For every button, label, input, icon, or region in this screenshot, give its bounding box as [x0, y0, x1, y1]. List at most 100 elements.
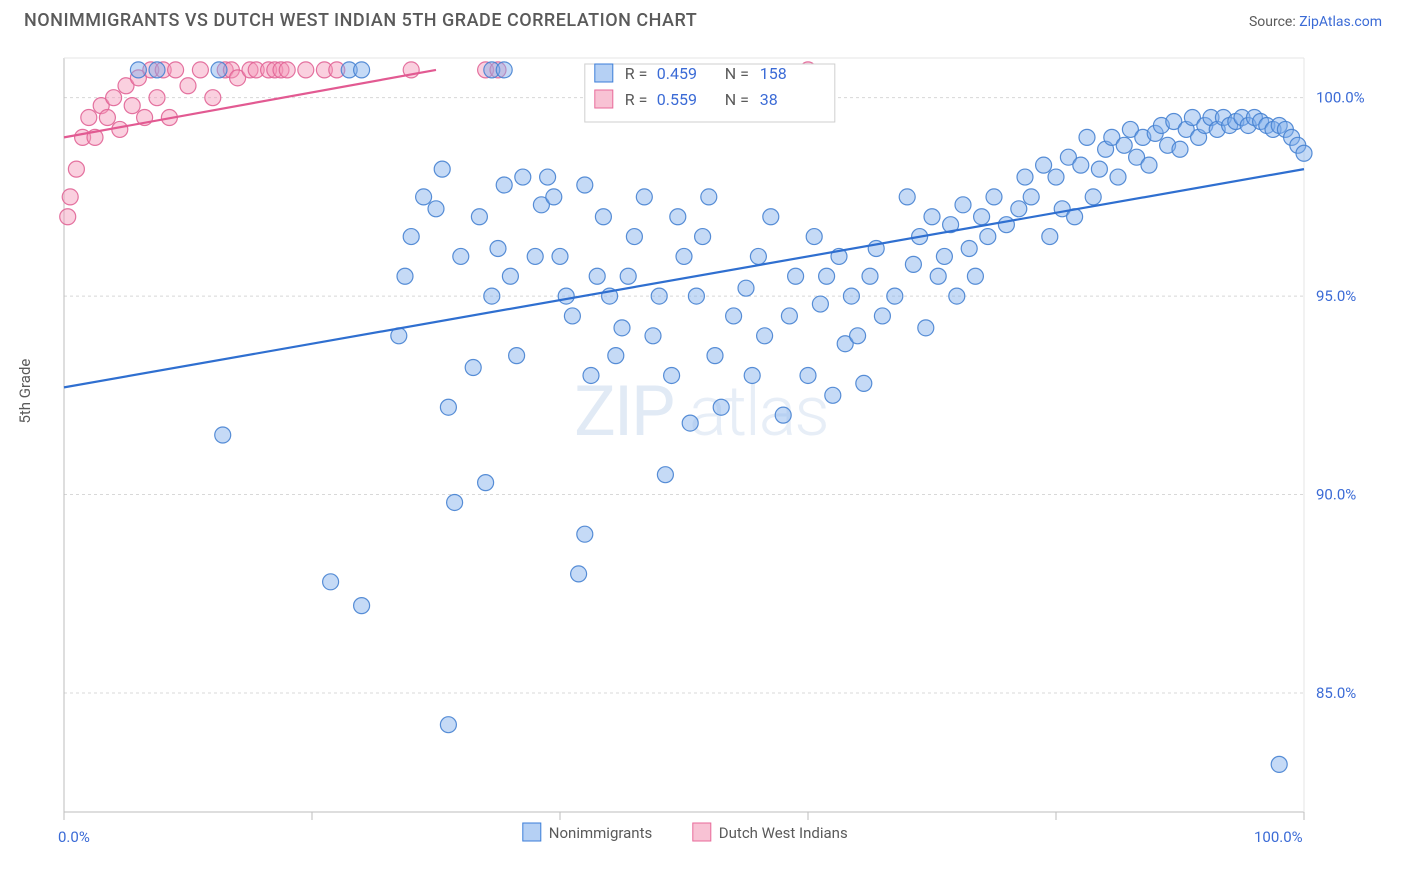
data-point	[68, 161, 84, 177]
data-point	[484, 288, 500, 304]
data-point	[614, 320, 630, 336]
data-point	[496, 62, 512, 78]
data-point	[961, 240, 977, 256]
data-point	[149, 90, 165, 106]
data-point	[1172, 141, 1188, 157]
data-point	[81, 110, 97, 126]
data-point	[298, 62, 314, 78]
data-point	[800, 367, 816, 383]
data-point	[788, 268, 804, 284]
legend-swatch	[523, 823, 541, 841]
data-point	[924, 209, 940, 225]
data-point	[440, 717, 456, 733]
data-point	[1110, 169, 1126, 185]
data-point	[478, 475, 494, 491]
trendline-blue	[64, 169, 1304, 387]
data-point	[949, 288, 965, 304]
data-point	[899, 189, 915, 205]
data-point	[564, 308, 580, 324]
chart-area: 5th Grade 85.0%90.0%95.0%100.0%ZIPatlasR…	[24, 50, 1382, 862]
y-axis-label: 5th Grade	[16, 359, 34, 424]
data-point	[589, 268, 605, 284]
data-point	[130, 62, 146, 78]
data-point	[540, 169, 556, 185]
data-point	[850, 328, 866, 344]
data-point	[1011, 201, 1027, 217]
data-point	[701, 189, 717, 205]
data-point	[397, 268, 413, 284]
data-point	[112, 121, 128, 137]
data-point	[636, 189, 652, 205]
y-tick-label: 100.0%	[1316, 89, 1365, 107]
data-point	[1017, 169, 1033, 185]
data-point	[1116, 137, 1132, 153]
data-point	[428, 201, 444, 217]
data-point	[447, 494, 463, 510]
legend-swatch	[595, 90, 613, 108]
data-point	[211, 62, 227, 78]
data-point	[806, 229, 822, 245]
data-point	[1042, 229, 1058, 245]
data-point	[974, 209, 990, 225]
data-point	[192, 62, 208, 78]
data-point	[620, 268, 636, 284]
data-point	[509, 348, 525, 364]
data-point	[552, 248, 568, 264]
data-point	[180, 78, 196, 94]
data-point	[106, 90, 122, 106]
data-point	[168, 62, 184, 78]
data-point	[713, 399, 729, 415]
data-point	[1079, 129, 1095, 145]
data-point	[323, 574, 339, 590]
data-point	[471, 209, 487, 225]
legend-label: Nonimmigrants	[549, 824, 652, 842]
data-point	[1085, 189, 1101, 205]
stat-r-label: R =	[625, 90, 648, 109]
data-point	[577, 177, 593, 193]
stat-r-label: R =	[625, 64, 648, 83]
data-point	[862, 268, 878, 284]
data-point	[750, 248, 766, 264]
data-point	[496, 177, 512, 193]
data-point	[124, 98, 140, 114]
data-point	[887, 288, 903, 304]
legend-label: Dutch West Indians	[719, 824, 848, 842]
data-point	[608, 348, 624, 364]
data-point	[583, 367, 599, 383]
y-tick-label: 85.0%	[1316, 684, 1356, 702]
data-point	[936, 248, 952, 264]
stat-n-label: N =	[725, 64, 749, 83]
data-point	[434, 161, 450, 177]
data-point	[515, 169, 531, 185]
source-link[interactable]: ZipAtlas.com	[1299, 14, 1382, 30]
x-min-label: 0.0%	[58, 828, 90, 846]
data-point	[905, 256, 921, 272]
stat-n-value: 158	[760, 64, 787, 83]
stat-n-label: N =	[725, 90, 749, 109]
scatter-chart: 85.0%90.0%95.0%100.0%ZIPatlasR =0.459N =…	[24, 50, 1382, 862]
data-point	[664, 367, 680, 383]
legend-swatch	[693, 823, 711, 841]
data-point	[843, 288, 859, 304]
data-point	[744, 367, 760, 383]
data-point	[670, 209, 686, 225]
data-point	[657, 467, 673, 483]
data-point	[1091, 161, 1107, 177]
data-point	[676, 248, 692, 264]
data-point	[856, 375, 872, 391]
stats-box	[585, 64, 835, 122]
data-point	[1048, 169, 1064, 185]
data-point	[465, 360, 481, 376]
y-tick-label: 95.0%	[1316, 287, 1356, 305]
data-point	[60, 209, 76, 225]
data-point	[595, 209, 611, 225]
data-point	[998, 217, 1014, 233]
data-point	[763, 209, 779, 225]
data-point	[571, 566, 587, 582]
data-point	[812, 296, 828, 312]
data-point	[980, 229, 996, 245]
stat-n-value: 38	[760, 90, 778, 109]
data-point	[205, 90, 221, 106]
stat-r-value: 0.559	[657, 90, 697, 109]
data-point	[416, 189, 432, 205]
